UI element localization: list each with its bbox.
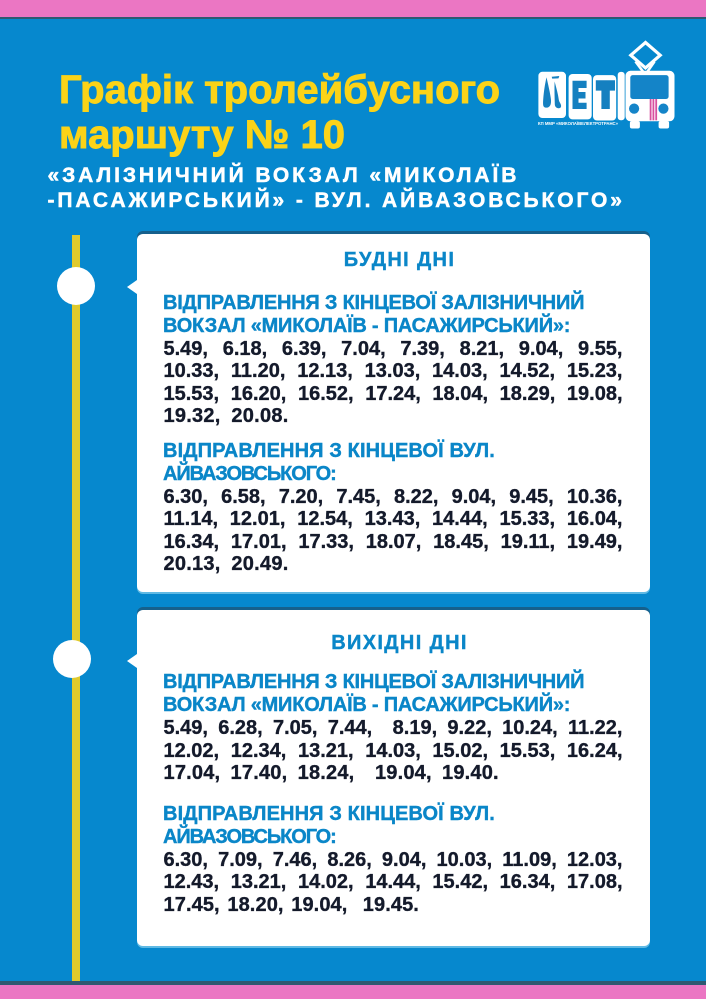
svg-text:КП ММР «МИКОЛАЇВЕЛЕКТРОТРАНС»: КП ММР «МИКОЛАЇВЕЛЕКТРОТРАНС» (538, 120, 618, 126)
